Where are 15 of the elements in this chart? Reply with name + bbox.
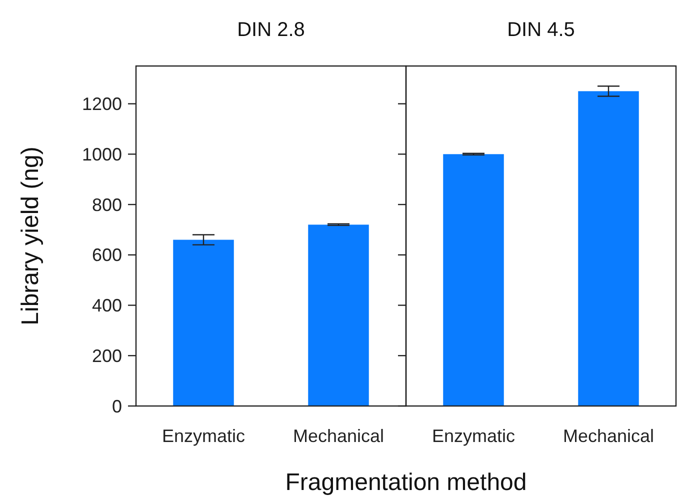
chart-title: DIN 2.8 [237, 19, 305, 41]
x-tick-label: Mechanical [292, 426, 384, 446]
x-tick-label: Enzymatic [162, 426, 246, 446]
x-tick-label: Mechanical [562, 426, 654, 446]
y-tick-label: 600 [92, 245, 122, 266]
x-tick-label: Enzymatic [432, 426, 516, 446]
y-tick-label: 1200 [82, 94, 122, 114]
y-tick-label: 1000 [82, 144, 122, 164]
y-tick-label: 200 [92, 346, 122, 366]
chart-title: DIN 4.5 [507, 19, 575, 41]
x-axis-title: Fragmentation method [285, 469, 527, 496]
y-tick-label: 800 [92, 194, 122, 215]
y-tick-label: 0 [112, 396, 122, 416]
y-tick-label: 400 [92, 296, 122, 316]
y-axis-title: Library yield (ng) [17, 146, 44, 326]
